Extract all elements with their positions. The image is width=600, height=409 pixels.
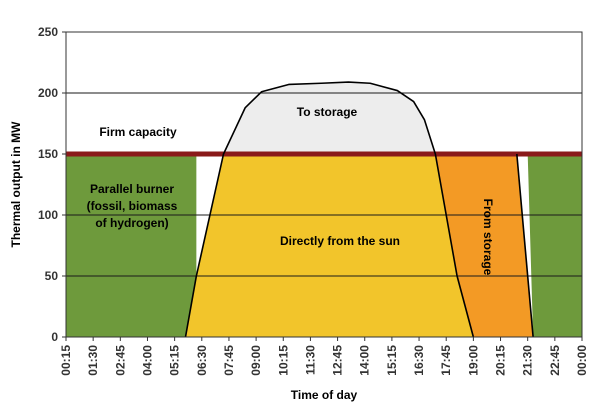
x-tick-label: 05:15 xyxy=(168,345,182,376)
x-tick-label: 02:45 xyxy=(113,345,127,376)
y-axis-title: Thermal output in MW xyxy=(9,121,23,248)
x-tick-label: 09:00 xyxy=(249,345,263,376)
y-tick-label: 50 xyxy=(45,269,59,283)
x-tick-label: 11:30 xyxy=(303,345,317,375)
x-tick-label: 14:00 xyxy=(358,345,372,376)
x-tick-label: 01:30 xyxy=(86,345,100,376)
x-tick-label: 06:30 xyxy=(195,345,209,376)
y-tick-label: 200 xyxy=(38,86,58,100)
line-outline xyxy=(184,81,475,338)
x-tick-label: 20:15 xyxy=(494,345,508,376)
x-tick-label: 07:45 xyxy=(222,345,236,376)
x-tick-label: 21:30 xyxy=(521,345,535,376)
x-tick-label: 19:00 xyxy=(466,345,480,376)
label-parallel-burner: Parallel burner xyxy=(90,182,174,196)
x-tick-label: 00:15 xyxy=(59,345,73,376)
y-tick-label: 150 xyxy=(38,147,58,161)
line-firm xyxy=(66,151,582,157)
x-tick-label: 22:45 xyxy=(548,345,562,376)
plot-border xyxy=(65,31,583,338)
label-firm-capacity: Firm capacity xyxy=(99,125,177,139)
region-sun xyxy=(185,154,474,337)
x-axis-title: Time of day xyxy=(291,388,358,402)
y-tick-label: 250 xyxy=(38,25,58,39)
y-tick-label: 100 xyxy=(38,208,58,222)
line-storage_edge xyxy=(516,153,534,338)
label-directly-from-the-sun: Directly from the sun xyxy=(280,234,400,248)
x-tick-label: 17:45 xyxy=(439,345,453,376)
region-storage_in xyxy=(223,82,436,154)
x-tick-label: 16:30 xyxy=(412,345,426,376)
region-storage_out xyxy=(435,154,534,337)
x-tick-label: 15:15 xyxy=(385,345,399,376)
x-tick-label: 12:45 xyxy=(331,345,345,376)
x-tick-label: 00:00 xyxy=(575,345,589,376)
label-parallel-burner: of hydrogen) xyxy=(95,216,168,230)
x-tick-label: 04:00 xyxy=(140,345,154,376)
label-to-storage: To storage xyxy=(297,105,358,119)
label-parallel-burner: (fossil, biomass xyxy=(87,199,178,213)
x-tick-label: 10:15 xyxy=(276,345,290,376)
y-tick-label: 0 xyxy=(51,330,58,344)
label-from-storage: From storage xyxy=(481,199,495,276)
